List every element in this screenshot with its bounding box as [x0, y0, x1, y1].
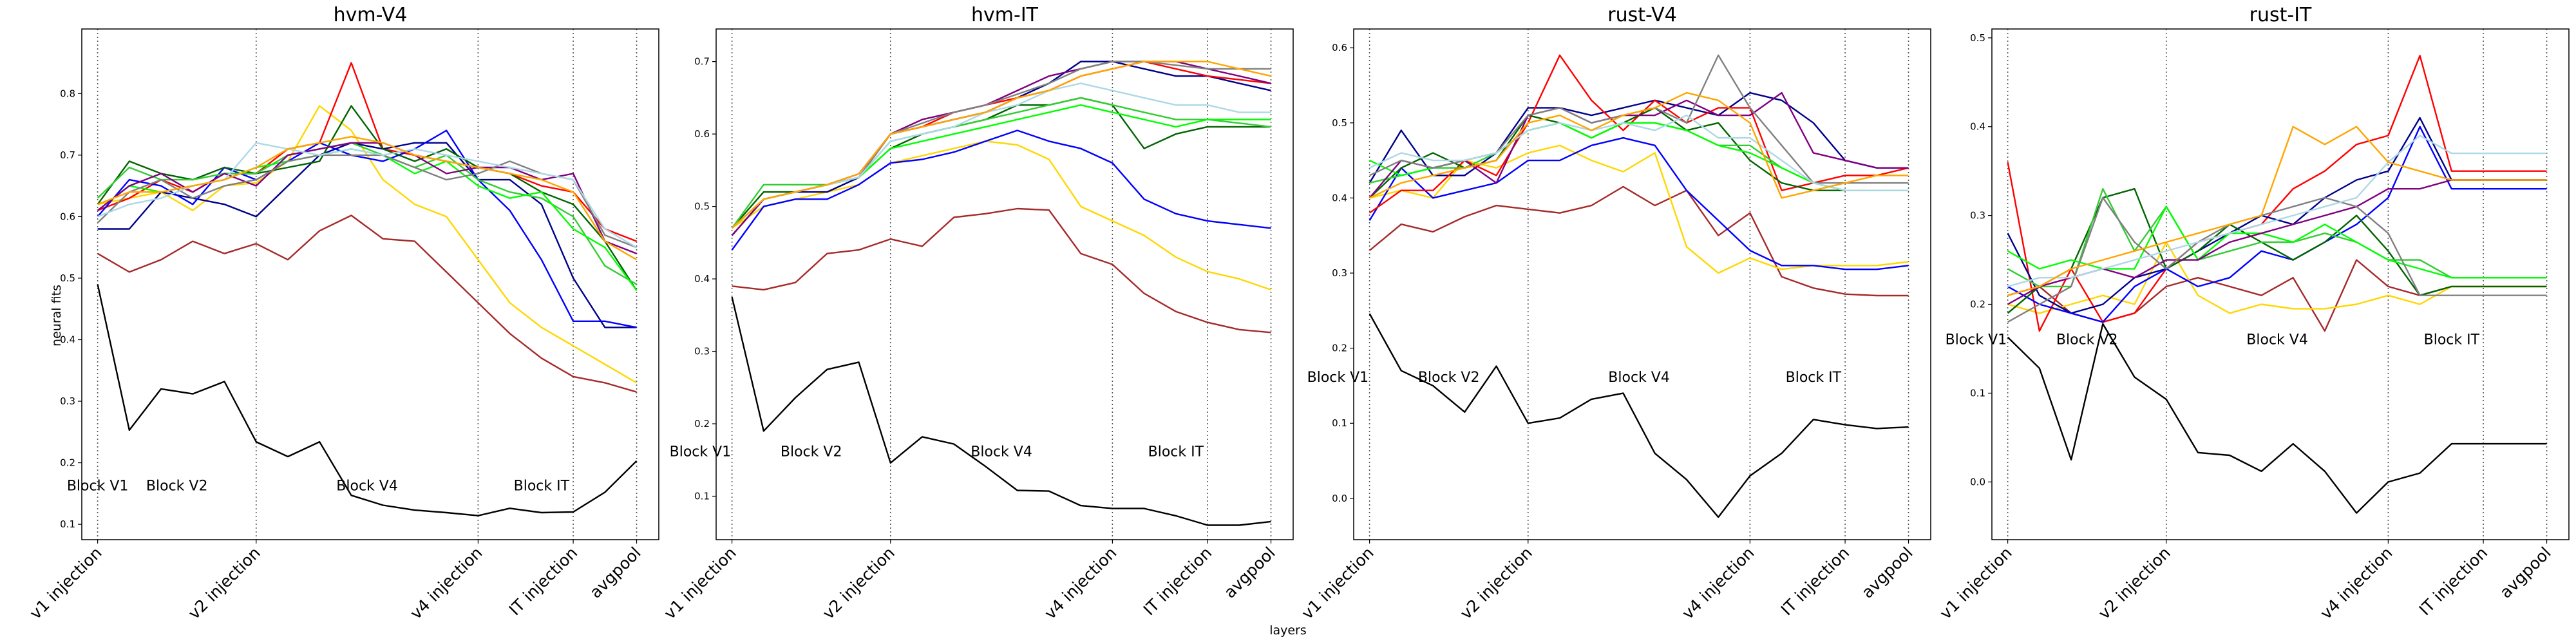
- y-tick-label: 0.1: [60, 518, 75, 530]
- series-line-1: [731, 296, 1271, 526]
- series-line-7: [2007, 188, 2547, 314]
- figure-xlabel: layers: [1269, 623, 1307, 638]
- block-annotation: Block V2: [146, 478, 208, 495]
- panel-title: hvm-V4: [334, 4, 408, 26]
- series-line-8: [97, 142, 638, 285]
- block-annotation: Block V1: [670, 444, 732, 460]
- block-annotation: Block IT: [2424, 332, 2480, 348]
- y-tick-label: 0.8: [60, 88, 75, 99]
- block-annotation: Block V2: [781, 444, 842, 460]
- block-annotation: Block IT: [1148, 444, 1204, 460]
- y-tick-label: 0.3: [1332, 267, 1347, 279]
- y-tick-label: 0.3: [694, 346, 710, 357]
- y-tick-label: 0.5: [694, 201, 710, 213]
- series-line-12: [2007, 135, 2547, 288]
- series-line-12: [97, 142, 638, 249]
- series-line-6: [2007, 126, 2547, 323]
- block-annotation: Block V4: [2246, 332, 2308, 348]
- series-line-8: [731, 97, 1271, 229]
- series-line-11: [2007, 196, 2547, 323]
- series-line-12: [1369, 114, 1909, 191]
- series-line-13: [1369, 91, 1909, 199]
- axes-frame: [715, 28, 1294, 540]
- y-tick-label: 0.6: [60, 211, 75, 222]
- block-annotation: Block IT: [1786, 370, 1842, 386]
- y-tick-label: 0.2: [60, 457, 75, 469]
- series-line-7: [97, 105, 638, 291]
- y-tick-label: 0.3: [1970, 210, 1985, 222]
- axes-frame: [1353, 28, 1931, 540]
- y-tick-label: 0.3: [60, 395, 75, 407]
- series-line-13: [97, 135, 638, 261]
- block-annotation: Block V1: [1946, 332, 2007, 348]
- y-tick-label: 0.2: [1970, 299, 1985, 310]
- y-tick-label: 0.0: [1332, 493, 1347, 504]
- series-line-6: [97, 129, 637, 328]
- series-line-5: [1368, 91, 1909, 184]
- axes-frame: [1991, 28, 2570, 540]
- series-line-5: [97, 142, 637, 328]
- series-line-1: [97, 284, 638, 516]
- block-annotation: Block V1: [67, 478, 129, 495]
- y-tick-label: 0.4: [1970, 121, 1985, 133]
- y-tick-label: 0.4: [694, 273, 710, 285]
- series-line-4: [1368, 137, 1909, 270]
- y-tick-label: 0.6: [1332, 42, 1347, 53]
- series-line-2: [1368, 185, 1909, 297]
- block-annotation: Block V4: [336, 478, 398, 495]
- series-line-13: [731, 61, 1271, 229]
- y-tick-label: 0.6: [694, 128, 710, 140]
- y-tick-label: 0.1: [1332, 417, 1347, 429]
- y-tick-label: 0.0: [1970, 476, 1985, 488]
- block-annotation: Block V2: [2056, 332, 2118, 348]
- series-line-13: [2007, 126, 2547, 296]
- block-annotation: Block V4: [971, 444, 1032, 460]
- y-tick-label: 0.7: [694, 56, 710, 68]
- y-tick-label: 0.5: [1970, 32, 1985, 44]
- y-tick-label: 0.2: [1332, 343, 1347, 354]
- y-tick-label: 0.2: [694, 418, 710, 430]
- series-line-4: [731, 129, 1271, 251]
- block-annotation: Block V4: [1608, 370, 1670, 386]
- y-tick-label: 0.1: [694, 491, 710, 502]
- series-line-3: [731, 140, 1271, 291]
- y-tick-label: 0.1: [1970, 387, 1985, 399]
- y-tick-label: 0.7: [60, 149, 75, 161]
- series-line-1: [1368, 313, 1909, 518]
- block-annotation: Block V2: [1418, 370, 1480, 386]
- y-tick-label: 0.5: [60, 272, 75, 284]
- axes-frame: [81, 28, 659, 540]
- series-line-9: [2007, 205, 2547, 279]
- series-line-4: [2007, 55, 2547, 332]
- panel-title: rust-IT: [2249, 4, 2312, 26]
- y-tick-label: 0.4: [60, 334, 75, 345]
- y-tick-label: 0.5: [1332, 117, 1347, 129]
- series-line-1: [2007, 323, 2547, 514]
- series-line-2: [732, 207, 1271, 334]
- panel-title: rust-V4: [1607, 4, 1676, 26]
- block-annotation: Block IT: [514, 478, 570, 495]
- series-line-2: [97, 214, 637, 393]
- figure-ylabel: neural fits: [50, 285, 64, 346]
- block-annotation: Block V1: [1307, 370, 1369, 386]
- series-line-10: [97, 142, 637, 254]
- panel-title: hvm-IT: [971, 4, 1039, 26]
- y-tick-label: 0.4: [1332, 192, 1347, 204]
- series-line-4: [97, 62, 637, 242]
